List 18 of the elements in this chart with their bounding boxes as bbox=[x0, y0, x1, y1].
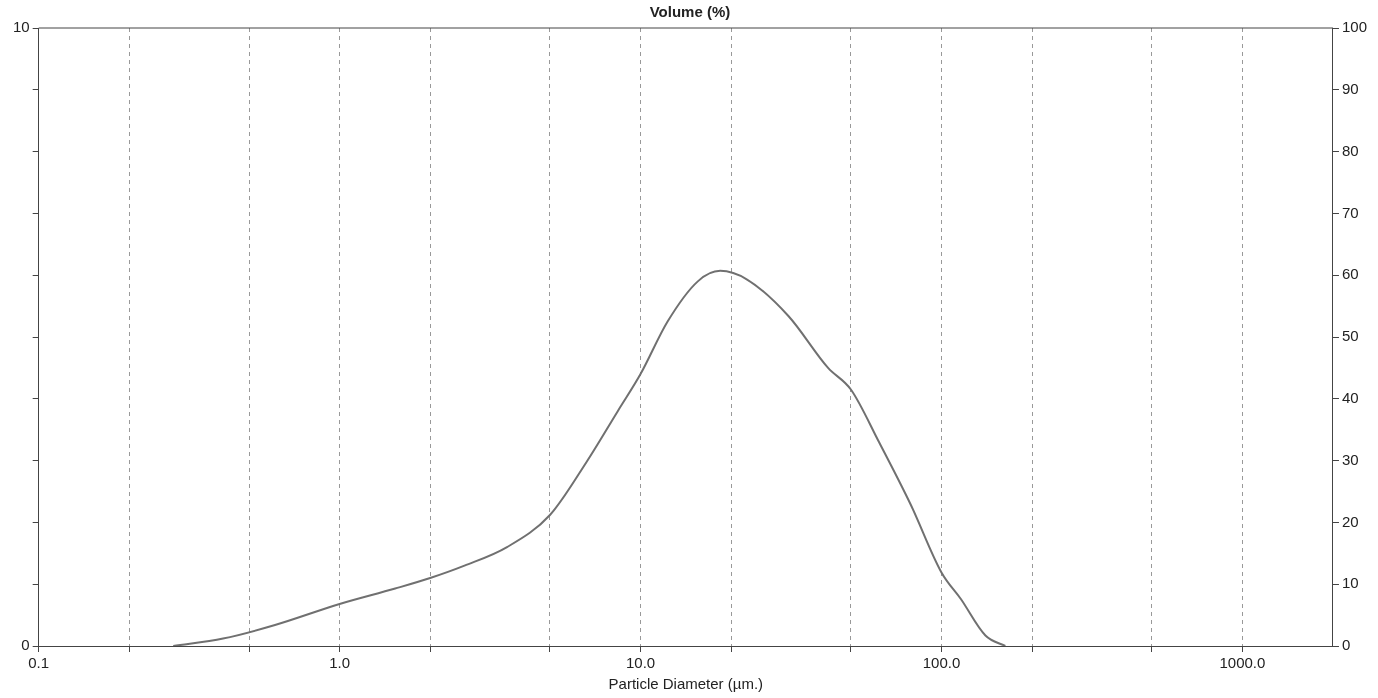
y2-tick-label: 90 bbox=[1341, 79, 1359, 97]
x-tick-label: 10.0 bbox=[625, 654, 656, 672]
x-tick-label: 100.0 bbox=[922, 654, 961, 672]
y2-tick-label: 40 bbox=[1341, 388, 1359, 406]
y2-tick-label: 80 bbox=[1341, 141, 1359, 159]
x-axis-title: Particle Diameter (µm.) bbox=[608, 675, 764, 693]
y2-tick-label: 30 bbox=[1341, 450, 1359, 468]
x-tick-label: 1000.0 bbox=[1219, 654, 1266, 672]
y2-tick-label: 60 bbox=[1341, 265, 1359, 283]
y2-tick-label: 10 bbox=[1341, 574, 1359, 592]
x-tick-label: 1.0 bbox=[329, 654, 351, 672]
y2-tick-label: 20 bbox=[1341, 512, 1359, 530]
x-tick-label: 0.1 bbox=[28, 654, 50, 672]
chart-title: Volume (%) bbox=[649, 3, 731, 21]
y2-tick-label: 100 bbox=[1341, 18, 1367, 36]
y2-tick-label: 70 bbox=[1341, 203, 1359, 221]
y2-tick-label: 50 bbox=[1341, 327, 1359, 345]
y2-tick-label: 0 bbox=[1341, 636, 1351, 654]
